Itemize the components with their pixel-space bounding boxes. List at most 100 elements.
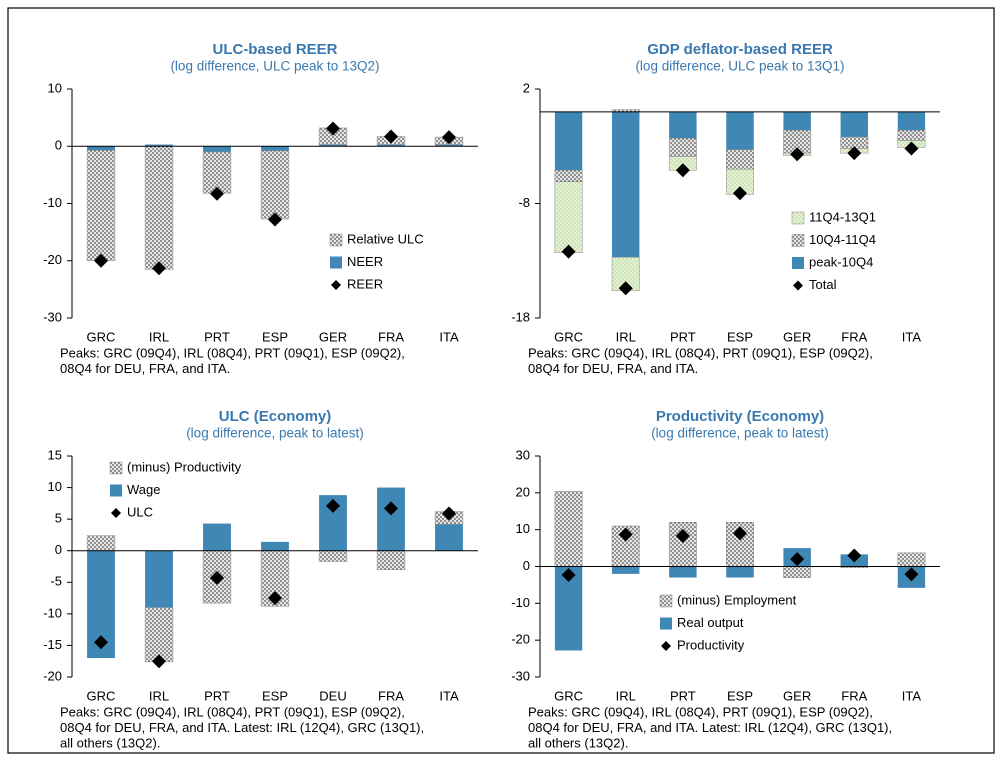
- legend-label: Relative ULC: [347, 231, 424, 246]
- x-tick-label: ESP: [727, 688, 753, 703]
- diamond-marker: [847, 146, 862, 161]
- chart-subtitle: (log difference, ULC peak to 13Q1): [635, 59, 844, 74]
- legend-swatch: [111, 508, 121, 518]
- y-tick-label: -8: [518, 195, 530, 210]
- chart-subtitle: (log difference, ULC peak to 13Q2): [170, 59, 379, 74]
- legend-label: (minus) Employment: [677, 592, 797, 607]
- legend-swatch: [110, 484, 122, 497]
- bar-segment: [726, 111, 754, 150]
- note: 08Q4 for DEU, FRA, and ITA.: [60, 361, 230, 376]
- bar-segment: [261, 146, 289, 151]
- x-tick-label: GRC: [87, 688, 116, 703]
- y-tick-label: 30: [516, 447, 530, 462]
- diamond-marker: [733, 186, 747, 201]
- y-tick-label: -10: [511, 595, 530, 610]
- y-tick-label: 10: [48, 80, 62, 95]
- bar-segment: [840, 111, 868, 138]
- bar-segment: [202, 151, 232, 194]
- x-tick-label: GER: [783, 329, 811, 344]
- bar-segment: [260, 150, 290, 220]
- bar-segment: [86, 535, 116, 551]
- x-tick-label: GRC: [554, 329, 583, 344]
- bar-segment: [86, 150, 116, 262]
- bar-segment: [318, 550, 348, 562]
- bar-segment: [554, 181, 583, 253]
- bar-segment: [377, 487, 405, 551]
- y-tick-label: 15: [48, 447, 62, 462]
- note: all others (13Q2).: [60, 735, 160, 750]
- bar-segment: [897, 111, 926, 131]
- chart-title: GDP deflator-based REER: [647, 41, 833, 58]
- y-tick-label: 10: [516, 521, 530, 536]
- x-tick-label: PRT: [670, 688, 696, 703]
- legend-label: (minus) Productivity: [127, 459, 242, 474]
- bar-segment: [612, 111, 640, 258]
- bar-segment: [145, 550, 173, 608]
- legend-label: ULC: [127, 504, 153, 519]
- diamond-marker: [675, 528, 690, 543]
- bar-segment: [319, 144, 347, 147]
- bar-segment: [261, 541, 289, 551]
- bar-segment: [897, 129, 926, 141]
- legend-label: Total: [809, 277, 837, 292]
- bar-segment: [612, 566, 640, 574]
- bar-segment: [554, 111, 583, 171]
- y-tick-label: 0: [523, 558, 530, 573]
- y-tick-label: -15: [43, 637, 62, 652]
- note: 08Q4 for DEU, FRA, and ITA.: [528, 361, 698, 376]
- bar-segment: [435, 524, 463, 551]
- bar-segment: [203, 523, 231, 551]
- bar-segment: [726, 149, 754, 170]
- x-tick-label: GRC: [87, 329, 116, 344]
- chart-title: Productivity (Economy): [656, 408, 824, 425]
- legend-label: Productivity: [677, 637, 745, 652]
- bar-segment: [145, 144, 173, 147]
- x-tick-label: PRT: [204, 329, 230, 344]
- legend-swatch: [792, 257, 804, 269]
- diamond-marker: [618, 527, 633, 542]
- x-tick-label: IRL: [616, 329, 636, 344]
- legend-label: Real output: [677, 615, 744, 630]
- diamond-marker: [210, 186, 224, 201]
- y-tick-label: 5: [55, 511, 62, 526]
- y-tick-label: -5: [50, 574, 62, 589]
- diamond-marker: [847, 548, 862, 563]
- bar-segment: [435, 144, 463, 147]
- y-tick-label: 0: [55, 138, 62, 153]
- diamond-marker: [384, 129, 398, 144]
- y-tick-label: -30: [511, 668, 530, 683]
- y-tick-label: -10: [43, 195, 62, 210]
- diamond-marker: [442, 130, 456, 145]
- x-tick-label: IRL: [149, 688, 169, 703]
- legend-swatch: [660, 617, 672, 630]
- bar-segment: [669, 566, 697, 578]
- y-tick-label: -18: [511, 309, 530, 324]
- legend-swatch: [330, 256, 342, 269]
- legend-label: REER: [347, 276, 383, 291]
- y-tick-label: -30: [43, 309, 62, 324]
- diamond-marker: [268, 591, 282, 606]
- x-tick-label: GER: [319, 329, 347, 344]
- chart-subtitle: (log difference, peak to latest): [651, 426, 829, 441]
- legend-swatch: [329, 233, 343, 247]
- note: Peaks: GRC (09Q4), IRL (08Q4), PRT (09Q1…: [528, 345, 873, 360]
- diamond-marker: [268, 212, 282, 227]
- x-tick-label: GRC: [554, 688, 583, 703]
- diamond-marker: [618, 281, 633, 296]
- x-tick-label: FRA: [378, 329, 404, 344]
- diamond-marker: [152, 261, 166, 276]
- chart-title: ULC (Economy): [219, 408, 332, 425]
- y-tick-label: 2: [523, 80, 530, 95]
- diamond-marker: [442, 506, 456, 521]
- bar-segment: [203, 146, 231, 152]
- diamond-marker: [561, 567, 576, 582]
- legend-swatch: [109, 461, 123, 475]
- note: Peaks: GRC (09Q4), IRL (08Q4), PRT (09Q1…: [528, 704, 873, 719]
- bar-segment: [897, 552, 926, 567]
- x-tick-label: IRL: [149, 329, 169, 344]
- x-tick-label: ESP: [262, 688, 288, 703]
- note: all others (13Q2).: [528, 735, 628, 750]
- note: 08Q4 for DEU, FRA, and ITA. Latest: IRL …: [60, 720, 424, 735]
- x-tick-label: GER: [783, 688, 811, 703]
